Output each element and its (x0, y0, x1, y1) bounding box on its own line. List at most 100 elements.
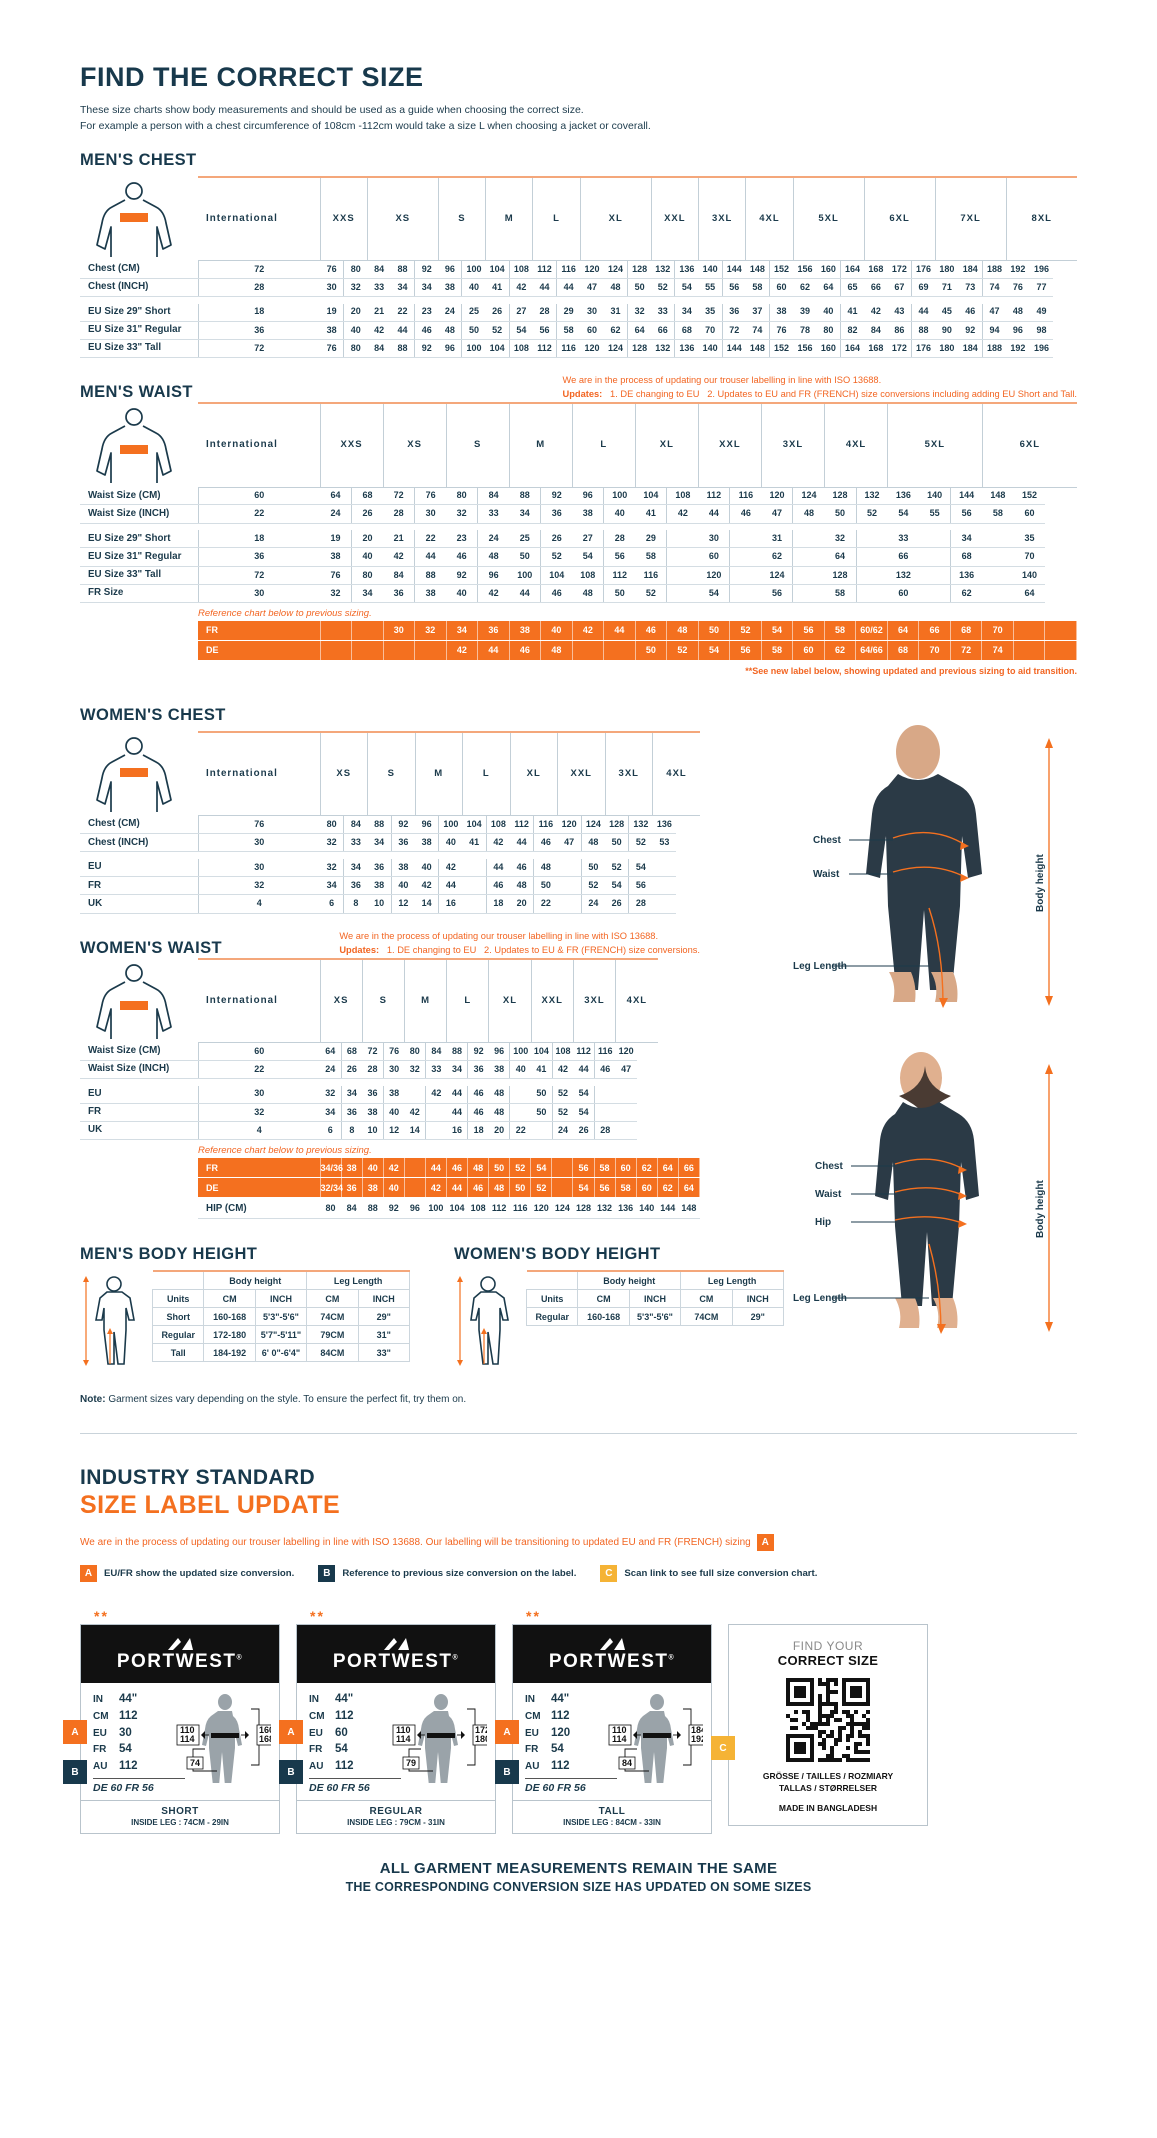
bh-group-header: Body height (203, 1270, 308, 1291)
cell: 20 (343, 303, 368, 322)
ref-row: FR 34/36 38 40 42 44 46 48 50 52 54 56 58 60 62 64 66 (80, 1158, 701, 1179)
cell: 108 (666, 487, 699, 506)
cell: 36 (383, 584, 415, 603)
bh-sub-header: Units (151, 1289, 205, 1309)
cell: 64 (320, 1042, 342, 1061)
body-waist-icon (96, 408, 172, 484)
cell: 29" (731, 1307, 785, 1327)
cell: 42 (666, 504, 699, 524)
cell: 44 (573, 1060, 595, 1080)
cell: 100 (603, 487, 636, 506)
cell (919, 530, 951, 549)
qr-line-1: FIND YOUR (792, 1639, 864, 1654)
measure-row: IN 44" (93, 1691, 175, 1708)
cell: 44 (438, 876, 463, 896)
cell: 42 (551, 1060, 574, 1080)
cell: 56 (628, 876, 653, 896)
cell: 84 (367, 339, 391, 359)
labels-row: ** PORTWEST® IN 44" CM 112 EU 30 FR 54 AU 112 DE … (63, 1608, 1077, 1834)
mens-body-height-block: MEN'S BODY HEIGHT (80, 1245, 411, 1368)
cell (551, 1158, 574, 1179)
section-divider (80, 1433, 1077, 1435)
cell: 34/36 (320, 1158, 343, 1179)
cell (792, 584, 825, 603)
cell: 124 (603, 260, 628, 279)
cell: 112 (532, 339, 557, 359)
cell: 6 (320, 1121, 342, 1141)
size-header-xs: XS (319, 957, 363, 1044)
cell: 40 (362, 1158, 384, 1179)
cell: 47 (557, 833, 582, 853)
portwest-mark-icon (513, 1637, 711, 1651)
cell: 30 (197, 858, 320, 878)
cell: 46 (467, 1177, 490, 1199)
cell: 136 (615, 1197, 637, 1220)
spacer-row (80, 297, 1077, 304)
svg-text:172: 172 (475, 1725, 487, 1735)
male-model-illustration: Chest Waist Leg Length Body height (793, 722, 1061, 1014)
qr-code[interactable] (739, 1678, 917, 1763)
size-header-m: M (414, 730, 463, 817)
cell: 50 (635, 640, 668, 661)
cell: 28 (593, 1121, 616, 1141)
cell: 54 (628, 858, 653, 878)
cell (855, 566, 888, 585)
size-header-6xl: 6XL (981, 402, 1077, 488)
size-label-update-section: INDUSTRY STANDARD SIZE LABEL UPDATE We a… (80, 1466, 1077, 1583)
cell (404, 1177, 426, 1199)
iso-note-line: We are in the process of updating our tr… (562, 375, 882, 386)
cell: 23 (446, 530, 478, 549)
cell (855, 530, 888, 549)
ref-row: HIP (CM) 80 84 88 92 96 100 104 108 112 116 120 124 1… (80, 1197, 700, 1220)
cell (404, 1158, 426, 1179)
cell: 32 (320, 584, 352, 603)
cell: 40 (415, 858, 439, 878)
cell (919, 566, 951, 585)
cell: 46 (414, 321, 439, 340)
cell (729, 584, 762, 603)
cell: 62 (657, 1177, 679, 1199)
cell: 40 (461, 278, 486, 298)
qr-line-2: CORRECT SIZE (777, 1653, 879, 1669)
label-footer: REGULAR INSIDE LEG : 79CM - 31IN (297, 1799, 495, 1833)
cell: 56 (950, 504, 983, 524)
bh-corner (152, 1270, 204, 1290)
cell: 52 (729, 620, 762, 641)
previous-size: DE 60 FR 56 (525, 1777, 617, 1796)
cell: 56 (792, 620, 825, 641)
svg-text:110: 110 (180, 1725, 195, 1735)
row-label: Chest (INCH) (80, 833, 198, 853)
table-row: EU Size 33" Tall 72 76 80 84 88 92 96 100 104 108 1… (80, 339, 1077, 359)
cell: 37 (745, 303, 770, 322)
iso-updates-label-w: Updates: (339, 944, 380, 955)
cell: 96 (477, 566, 510, 585)
legend-key-text: Scan link to see full size conversion ch… (624, 1568, 818, 1580)
cell: 92 (390, 815, 415, 835)
cell: 44 (414, 547, 447, 567)
cell: 100 (461, 260, 486, 279)
cell: 120 (761, 487, 793, 506)
cell: 40 (540, 620, 573, 641)
cell: 31" (357, 1325, 411, 1345)
cell: 44 (698, 504, 730, 524)
cell: 160-168 (203, 1307, 256, 1327)
cell (615, 1121, 637, 1141)
size-header-5xl: 5XL (887, 402, 983, 488)
cell: 84 (383, 566, 415, 585)
cell: 24 (580, 894, 605, 914)
cell: 38 (362, 1177, 384, 1199)
cell: 54 (698, 640, 731, 661)
cell: 30 (320, 278, 344, 298)
cell: 74 (981, 278, 1007, 298)
cell: 164 (839, 339, 865, 359)
row-label: Waist Size (INCH) (80, 504, 198, 524)
cell: 28 (532, 303, 557, 322)
cell: 44 (910, 303, 936, 322)
measure-row: EU 120 (525, 1725, 607, 1742)
cell: 32 (446, 504, 478, 524)
cell: 54 (761, 620, 794, 641)
measure-row: IN 44" (525, 1691, 607, 1708)
cell: 18 (197, 530, 320, 549)
size-header-xs: XS (366, 175, 439, 262)
table-row: Waist Size (INCH) 22 24 26 28 30 32 33 34 36 38 40 4… (80, 504, 1077, 524)
